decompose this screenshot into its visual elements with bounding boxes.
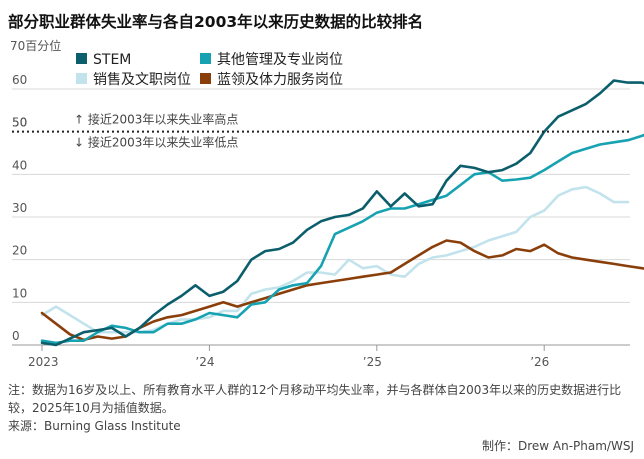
legend-label: 其他管理及专业岗位 <box>217 52 343 68</box>
x-tick-label: ’26 <box>530 355 549 369</box>
annotations: ↑ 接近2003年以来失业率高点 ↓ 接近2003年以来失业率低点 <box>74 112 238 150</box>
x-axis-ticks: 2023 ’24 ’25 ’26 <box>28 345 549 369</box>
legend-swatch <box>76 73 87 84</box>
legend-swatch <box>200 53 211 64</box>
reference-line-group: 50 <box>12 116 630 133</box>
chart-note: 注：数据为16岁及以上、所有教育水平人群的12个月移动平均失业率，并与各群体自2… <box>8 381 634 435</box>
y-tick-label: 50 <box>12 116 27 130</box>
legend-label: 蓝领及体力服务岗位 <box>217 72 343 88</box>
series-line-1 <box>40 133 644 345</box>
annotation-high: ↑ 接近2003年以来失业率高点 <box>74 112 238 127</box>
x-tick-label: ’24 <box>195 355 214 369</box>
x-tick-label: 2023 <box>28 355 59 369</box>
y-tick-label: 50 <box>12 116 27 130</box>
chart-title: 部分职业群体失业率与各自2003年以来历史数据的比较排名 <box>8 13 424 31</box>
chart-credit: 制作：Drew An-Pham/WSJ <box>481 439 634 453</box>
series-line-3 <box>40 239 644 342</box>
series-line-0 <box>40 79 644 347</box>
legend-label: 销售及文职岗位 <box>93 72 191 88</box>
gridlines <box>12 88 630 346</box>
y-tick-label: 0 <box>12 329 20 343</box>
legend-label: STEM <box>93 52 131 68</box>
y-tick-label: 10 <box>12 286 27 300</box>
annotation-low: ↓ 接近2003年以来失业率低点 <box>74 135 238 150</box>
y-tick-label: 60 <box>12 73 27 87</box>
y-axis-label: 70百分位 <box>10 38 61 53</box>
legend-swatch <box>76 53 87 64</box>
note-text: 注：数据为16岁及以上、所有教育水平人群的12个月移动平均失业率，并与各群体自2… <box>8 383 622 415</box>
y-axis-ticks: 0 10 20 30 40 50 60 <box>12 73 27 343</box>
y-tick-label: 20 <box>12 244 27 258</box>
y-tick-label: 40 <box>12 158 27 172</box>
y-tick-label: 30 <box>12 201 27 215</box>
x-tick-label: ’25 <box>363 355 382 369</box>
legend-swatch <box>200 73 211 84</box>
source-text: 来源：Burning Glass Institute <box>8 419 181 433</box>
series-lines <box>40 79 644 347</box>
